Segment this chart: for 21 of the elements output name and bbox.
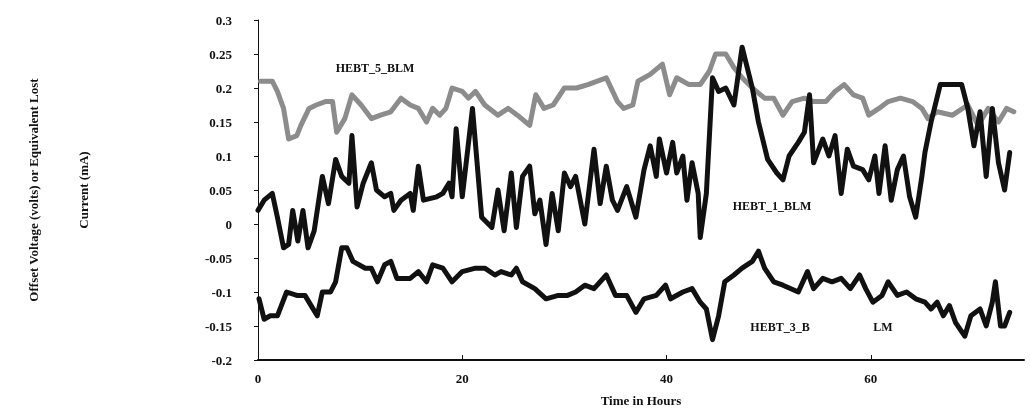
- x-axis-title: Time in Hours: [600, 393, 682, 408]
- annotation: HEBT_5_BLM: [335, 61, 415, 75]
- y-tick-label: 0: [225, 216, 232, 232]
- x-tick-label: 20: [455, 371, 469, 386]
- annotation: HEBT_3_B: [750, 320, 810, 334]
- y-tick-label: 0.1: [215, 148, 232, 164]
- x-tick-label: 0: [254, 371, 262, 386]
- y-tick-label: -0.1: [211, 284, 232, 300]
- y-tick-label: 0.2: [215, 80, 232, 96]
- x-tick-label: 60: [864, 371, 878, 386]
- y-tick-label: 0.15: [209, 114, 233, 130]
- x-tick-label: 40: [660, 371, 674, 386]
- y-tick-label: -0.15: [204, 318, 233, 334]
- text: Offset Voltage (volts) or Equivalent Lost Current (mA): [25, 78, 91, 302]
- annotation: LM: [873, 320, 893, 334]
- annotation: HEBT_1_BLM: [732, 199, 812, 213]
- y-tick-label: 0.25: [209, 46, 233, 62]
- y-tick-label: -0.2: [211, 352, 232, 368]
- y-tick-label: -0.05: [204, 250, 233, 266]
- y-tick-label: 0.05: [209, 182, 233, 198]
- y-tick-label: 0.3: [215, 12, 233, 28]
